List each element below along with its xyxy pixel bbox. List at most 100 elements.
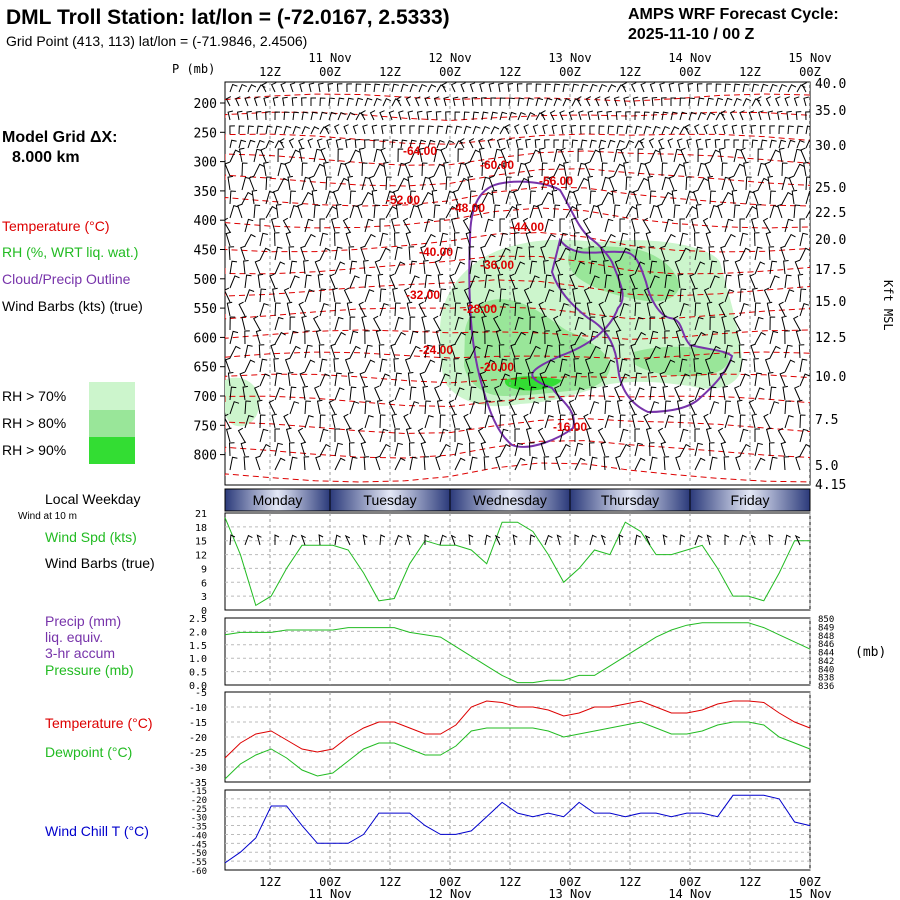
wind-barb (424, 289, 435, 303)
wind-barb (720, 441, 727, 457)
wind-barb (394, 331, 406, 345)
temperature-contour-label: -64.00 (403, 144, 437, 158)
wind-barb (758, 110, 764, 121)
wind-barb (601, 176, 611, 191)
height-tick-label: 35.0 (815, 104, 846, 119)
wind-barb (583, 413, 591, 429)
wind-barb (445, 205, 457, 219)
wind-barb (345, 138, 351, 149)
wind-barb (378, 344, 385, 359)
wind-barb (469, 386, 477, 401)
wind-barb (409, 316, 416, 331)
precip-label: Precip (mm) (45, 613, 121, 629)
wind-barb (454, 442, 463, 457)
wind-barb (737, 273, 744, 289)
wind-barb (630, 217, 637, 233)
top-tick-label: 12Z (739, 65, 761, 79)
wind-barb (634, 111, 641, 121)
wind-barb (664, 344, 673, 359)
wind-barb (257, 273, 264, 289)
surface-wind-barb (344, 534, 351, 546)
wind-barb (364, 289, 375, 303)
wind-barb (465, 231, 472, 247)
wind-barb (562, 139, 569, 149)
wind-barb (270, 343, 276, 359)
wind-barb (793, 148, 802, 163)
wind-barb (589, 345, 601, 359)
wind-barb (441, 82, 447, 93)
panel-tick-label: -35 (191, 823, 207, 833)
wind-barb (769, 125, 775, 135)
wind-barb (668, 82, 675, 93)
wind-barb (304, 218, 314, 233)
wind-barb (382, 98, 392, 107)
wind-barb (436, 84, 446, 93)
wind-barb (364, 139, 370, 149)
wind-barb (679, 232, 688, 247)
wind-barb (616, 139, 625, 149)
wind-barb (633, 232, 640, 247)
bottom-date-label: 11 Nov (308, 887, 351, 900)
wind-barb (643, 125, 652, 135)
wind-barb (349, 190, 356, 205)
surface-wind-barb (362, 534, 368, 546)
wind-barb (355, 97, 364, 107)
wind-barb (417, 203, 423, 219)
wind-barb (805, 140, 810, 149)
wind-barb (498, 344, 505, 359)
wind-barb (786, 110, 792, 121)
wind-barb (644, 161, 651, 177)
wind-barb (499, 97, 506, 107)
wind-barb (613, 204, 621, 219)
height-tick-label: 12.5 (815, 331, 846, 346)
wind-barb (274, 387, 285, 401)
wind-barb (745, 176, 752, 191)
wind-barb (589, 190, 596, 205)
wind-barb (419, 371, 426, 387)
wind-barb (764, 161, 771, 177)
wind-barb (721, 315, 727, 331)
wind-barb (606, 110, 612, 121)
wind-barb (289, 401, 300, 415)
bottom-tick-label: 12Z (379, 875, 401, 889)
wind-barb (754, 428, 760, 442)
wind-barb (619, 218, 625, 232)
wind-barb (742, 98, 752, 107)
wind-barb (569, 273, 576, 289)
wind-barb (469, 260, 478, 275)
wind-barb (428, 175, 435, 191)
wind-barb (728, 175, 735, 191)
wind-barb (409, 386, 417, 401)
wind-barb (324, 124, 330, 135)
wind-barb (431, 189, 438, 205)
wind-barb (265, 140, 275, 149)
wind-barb (544, 233, 556, 247)
wind-barb (714, 139, 721, 149)
wind-barb (574, 261, 586, 275)
wind-barb (788, 175, 795, 191)
panel-tick-label: -30 (191, 814, 207, 824)
height-tick-label: 40.0 (815, 77, 846, 92)
wind-barb (371, 189, 378, 205)
wind-barb (731, 189, 738, 205)
wind-barb (599, 371, 606, 387)
wind-barb (733, 204, 741, 219)
wind-barb (363, 260, 369, 275)
wind-barb (333, 358, 339, 373)
wind-barb (484, 344, 493, 359)
wind-barb (604, 233, 616, 247)
wind-barb (361, 176, 371, 191)
wind-barb (604, 218, 614, 233)
wind-barb (596, 110, 603, 121)
wind-barb (343, 124, 349, 135)
surface-wind-barb (589, 534, 597, 546)
wind-barb (705, 427, 712, 443)
wind-barb (325, 190, 335, 205)
wind-barb (657, 203, 663, 219)
wind-barb (597, 427, 606, 443)
wind-barb (375, 455, 381, 471)
wind-barb (805, 125, 810, 135)
wind-barb (452, 96, 459, 107)
panel-tick-label: -20 (191, 796, 207, 806)
